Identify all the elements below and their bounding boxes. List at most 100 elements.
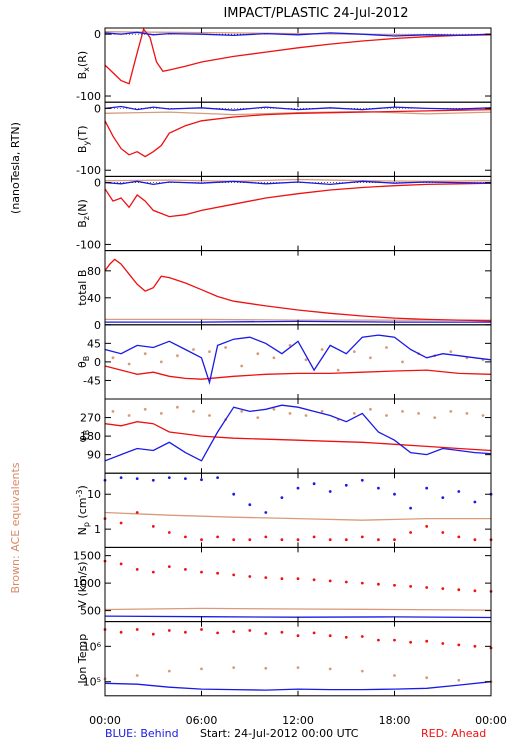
footer-start-label: Start: 24-Jul-2012 00:00 UTC <box>200 727 359 740</box>
point-temp-red <box>377 638 380 642</box>
point-temp-red <box>248 629 252 632</box>
point-np-blue <box>280 496 284 499</box>
point-theta-brown <box>176 354 179 358</box>
point-np-blue <box>473 500 477 504</box>
point-np-blue <box>119 476 123 479</box>
point-temp-red <box>232 630 236 633</box>
point-temp-red <box>425 639 429 643</box>
point-temp-red <box>409 640 412 644</box>
point-phi-brown <box>256 416 260 419</box>
y-axis-label-phi: φB <box>76 430 91 443</box>
point-np-blue <box>167 476 171 479</box>
y-tick-label-v: 500 <box>80 605 101 618</box>
point-v-red <box>457 588 461 592</box>
series-phi-blue <box>104 404 492 462</box>
series-np-brown <box>104 511 491 521</box>
point-theta-brown <box>143 352 147 356</box>
point-theta-brown <box>208 350 211 353</box>
point-v-red <box>441 587 445 590</box>
series-by-red <box>104 108 492 158</box>
panel-frame-v <box>104 546 492 623</box>
point-v-red <box>248 575 252 578</box>
series-bz-red <box>104 182 492 218</box>
point-phi-brown <box>111 410 115 413</box>
panel-by: 0 -100 By(T) <box>76 101 492 177</box>
point-temp-brown <box>457 678 461 682</box>
panel-btot: 80 40 0 total B <box>76 250 492 332</box>
panel-frame-theta <box>104 324 492 400</box>
point-temp-red <box>200 628 203 631</box>
y-tick-label-bz: -100 <box>76 238 101 251</box>
point-phi-brown <box>433 416 437 419</box>
x-tick-label: 00:00 <box>475 714 507 727</box>
panel-frame-temp <box>104 621 492 697</box>
point-np-red <box>216 535 220 539</box>
point-phi-brown <box>127 414 131 417</box>
point-theta-brown <box>240 364 244 368</box>
point-temp-brown <box>135 674 139 677</box>
point-temp-brown <box>393 674 396 677</box>
point-np-red <box>328 538 332 542</box>
point-phi-brown <box>369 407 372 411</box>
y-tick-label-temp: 10⁵ <box>83 676 101 689</box>
point-np-red <box>360 535 364 539</box>
y-tick-label-phi: 180 <box>80 430 101 443</box>
point-theta-brown <box>272 356 276 360</box>
point-v-red <box>344 580 348 584</box>
point-np-red <box>280 538 284 542</box>
y-tick-label-np: 10 <box>87 488 101 501</box>
point-np-red <box>441 531 445 534</box>
point-v-red <box>264 576 268 579</box>
point-np-red <box>425 525 429 528</box>
point-temp-red <box>216 631 220 635</box>
point-temp-red <box>441 642 445 645</box>
point-np-blue <box>264 511 268 514</box>
y-tick-label-btot: 0 <box>94 319 101 332</box>
point-theta-brown <box>336 368 340 372</box>
footer-red-label: RED: Ahead <box>421 727 486 740</box>
point-temp-red <box>264 632 268 635</box>
y-tick-label-bz: 0 <box>94 177 101 190</box>
chart-title: IMPACT/PLASTIC 24-Jul-2012 <box>223 6 408 21</box>
point-v-red <box>184 568 187 571</box>
point-np-red <box>248 538 252 542</box>
point-v-red <box>377 582 380 586</box>
series-bz-blue <box>104 180 492 186</box>
point-temp-red <box>296 634 300 638</box>
point-phi-brown <box>352 412 356 415</box>
point-phi-brown <box>304 414 308 417</box>
point-np-blue <box>135 477 139 480</box>
y-tick-label-btot: 80 <box>87 265 101 278</box>
point-np-blue <box>409 506 412 510</box>
panel-bz: 0 -100 Bz(N) <box>76 175 492 251</box>
point-np-red <box>151 525 155 528</box>
footer-blue-label: BLUE: Behind <box>105 727 179 740</box>
y-axis-label-temp: Ion Temp <box>76 634 89 684</box>
series-phi-red <box>104 421 492 452</box>
point-np-red <box>264 535 268 539</box>
point-theta-brown <box>304 358 308 362</box>
point-v-red <box>280 577 284 581</box>
point-np-red <box>377 538 380 542</box>
point-v-red <box>232 573 236 577</box>
point-np-red <box>119 521 123 525</box>
point-temp-red <box>184 630 187 634</box>
point-temp-red <box>280 630 284 634</box>
left-axis-group-label: (nanoTesla, RTN) <box>9 122 22 214</box>
y-tick-label-np: 1 <box>94 523 101 536</box>
point-np-blue <box>216 476 220 479</box>
panel-theta: 45 0 -45 θB <box>76 324 492 400</box>
y-tick-label-theta: 0 <box>94 356 101 369</box>
point-theta-brown <box>256 352 260 356</box>
y-axis-label-btot: total B <box>76 270 89 306</box>
point-temp-brown <box>360 669 364 673</box>
point-temp-red <box>151 632 155 636</box>
panel-bx: 0 -100 Bx(R) <box>76 27 492 103</box>
y-axis-label-bz: Bz(N) <box>76 199 91 228</box>
point-v-red <box>135 568 139 571</box>
y-tick-label-phi: 270 <box>80 412 101 425</box>
point-np-blue <box>425 486 429 490</box>
